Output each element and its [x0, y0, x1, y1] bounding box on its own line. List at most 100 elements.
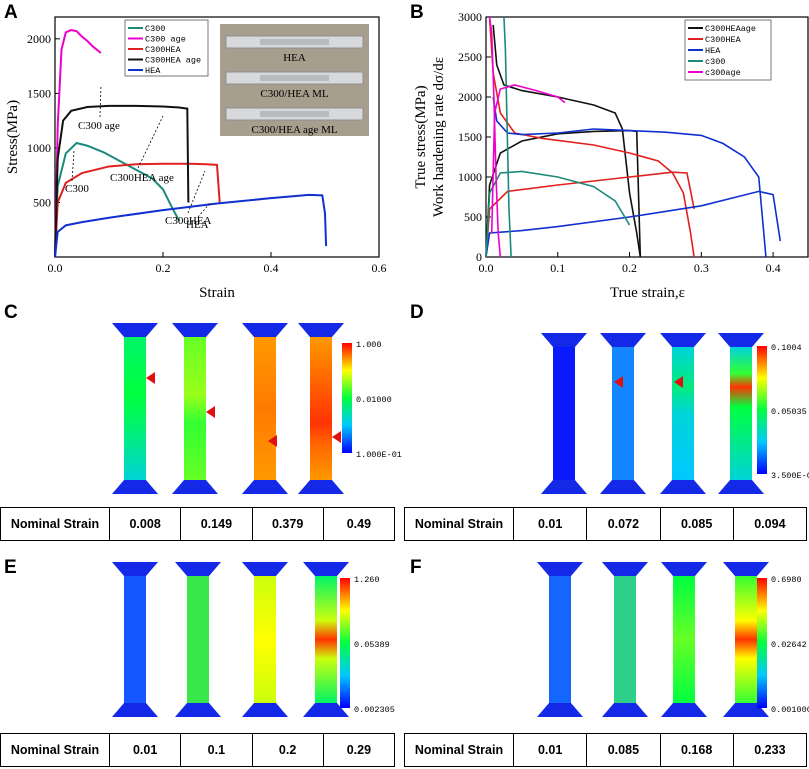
strain-value: 0.168	[659, 733, 734, 767]
specimen-gauge	[310, 337, 332, 480]
colorbar	[757, 346, 767, 474]
annotation-arrow	[71, 150, 75, 182]
series-line	[54, 29, 102, 258]
inset-label: C300/HEA age ML	[251, 124, 337, 136]
x-tick-label: 0.2	[156, 261, 171, 275]
y-tick-label: 2000	[458, 90, 482, 104]
inset-label: HEA	[283, 52, 306, 64]
colorbar-label: 1.000E-01	[356, 450, 402, 460]
annotation-label: C300HEA	[165, 215, 212, 227]
legend-label: HEA	[705, 46, 721, 56]
specimen-gauge	[672, 347, 694, 480]
strain-value: 0.2	[251, 733, 324, 767]
strain-value: 0.085	[659, 507, 734, 541]
colorbar-label: 0.6980	[771, 575, 802, 585]
legend-label: C300 age	[145, 35, 186, 45]
strain-value: 0.072	[586, 507, 661, 541]
legend-label: HEA	[145, 66, 161, 76]
strain-value: 0.094	[732, 507, 808, 541]
hardening-curve	[492, 24, 642, 258]
panel-label-b: B	[410, 2, 424, 23]
strain-value: 0.379	[251, 507, 324, 541]
panel-label-c: C	[4, 302, 18, 323]
specimen-gauge	[614, 576, 636, 703]
strain-value: 0.49	[322, 507, 396, 541]
annotation-label: C300HEA age	[110, 172, 174, 184]
colorbar-label: 0.002305	[354, 705, 395, 715]
hardening-curve	[503, 16, 512, 258]
strain-value: 0.1	[180, 733, 253, 767]
y-tick-label: 2500	[458, 50, 482, 64]
strain-value: 0.085	[586, 733, 661, 767]
legend-label: C300HEAage	[705, 24, 756, 34]
x-axis-label: Strain	[199, 285, 235, 301]
y-tick-label: 1000	[27, 141, 51, 155]
strain-value: 0.29	[322, 733, 396, 767]
strain-table-f: Nominal Strain 0.01 0.085 0.168 0.233	[404, 733, 808, 767]
annotation-arrow	[187, 170, 206, 214]
colorbar-label: 0.05389	[354, 640, 390, 650]
x-axis-label: True strain,ε	[610, 285, 685, 301]
inset-label: C300/HEA ML	[260, 88, 328, 100]
specimen-gauge	[673, 576, 695, 703]
specimen-gauge	[124, 337, 146, 480]
x-tick-label: 0.6	[372, 261, 387, 275]
y-axis-label: True stress(MPa)	[413, 85, 429, 188]
x-tick-label: 0.4	[766, 261, 781, 275]
specimen-gauge	[730, 347, 752, 480]
panel-label-e: E	[4, 557, 17, 578]
specimen-gauge	[612, 347, 634, 480]
stress-curve	[485, 190, 782, 258]
series-line	[54, 141, 181, 258]
specimen-gauge	[187, 576, 209, 703]
annotation-arrow	[137, 115, 164, 169]
y-tick-label: 1000	[458, 170, 482, 184]
annotation-label: C300 age	[78, 120, 120, 132]
strain-marker	[332, 431, 341, 443]
contour-panels: 1.000 0.01000 1.000E-01 0.1004 0.05035 3.500E…	[112, 323, 809, 717]
specimen-gauge	[553, 347, 575, 480]
strain-value: 0.233	[732, 733, 808, 767]
row-header: Nominal Strain	[0, 507, 110, 541]
colorbar	[342, 343, 352, 453]
panel-label-f: F	[410, 557, 422, 578]
strain-value: 0.01	[108, 733, 182, 767]
strain-marker	[146, 372, 155, 384]
legend-label: C300HEA	[145, 45, 182, 55]
legend-label: C300HEA age	[145, 56, 201, 66]
specimen-gauge	[315, 576, 337, 703]
annotation-arrow	[197, 202, 211, 218]
strain-marker	[268, 435, 277, 447]
colorbar-label: 0.1004	[771, 343, 802, 353]
row-header: Nominal Strain	[0, 733, 110, 767]
specimen-gauge	[260, 39, 329, 45]
x-tick-label: 0.4	[264, 261, 279, 275]
series-line	[54, 104, 190, 258]
plot-frame	[54, 16, 380, 258]
stress-curve	[490, 84, 566, 234]
colorbar-label: 0.05035	[771, 407, 807, 417]
row-header: Nominal Strain	[404, 733, 514, 767]
series-line	[54, 193, 328, 258]
specimen-gauge	[254, 337, 276, 480]
strain-table-c: Nominal Strain 0.008 0.149 0.379 0.49	[0, 507, 396, 541]
specimen-gauge	[260, 75, 329, 81]
strain-table-e: Nominal Strain 0.01 0.1 0.2 0.29	[0, 733, 396, 767]
colorbar-label: 0.01000	[356, 395, 392, 405]
y-tick-label: 500	[33, 195, 51, 209]
x-tick-label: 0.3	[694, 261, 709, 275]
y-tick-label: 0	[476, 250, 482, 264]
colorbar	[757, 578, 767, 708]
strain-marker	[614, 376, 623, 388]
y-tick-label: 1500	[458, 130, 482, 144]
specimen-gauge	[254, 576, 276, 703]
series-line	[54, 162, 221, 258]
chart-b: 0.0 0.1 0.2 0.3 0.4 0 500 1000 1500 2000 2500 3000 T…	[413, 10, 809, 301]
colorbar-label: 0.02642	[771, 640, 807, 650]
y-tick-label: 500	[464, 210, 482, 224]
strain-marker	[206, 406, 215, 418]
panel-label-d: D	[410, 302, 424, 323]
specimen-gauge	[124, 576, 146, 703]
legend-label: c300	[705, 57, 725, 67]
